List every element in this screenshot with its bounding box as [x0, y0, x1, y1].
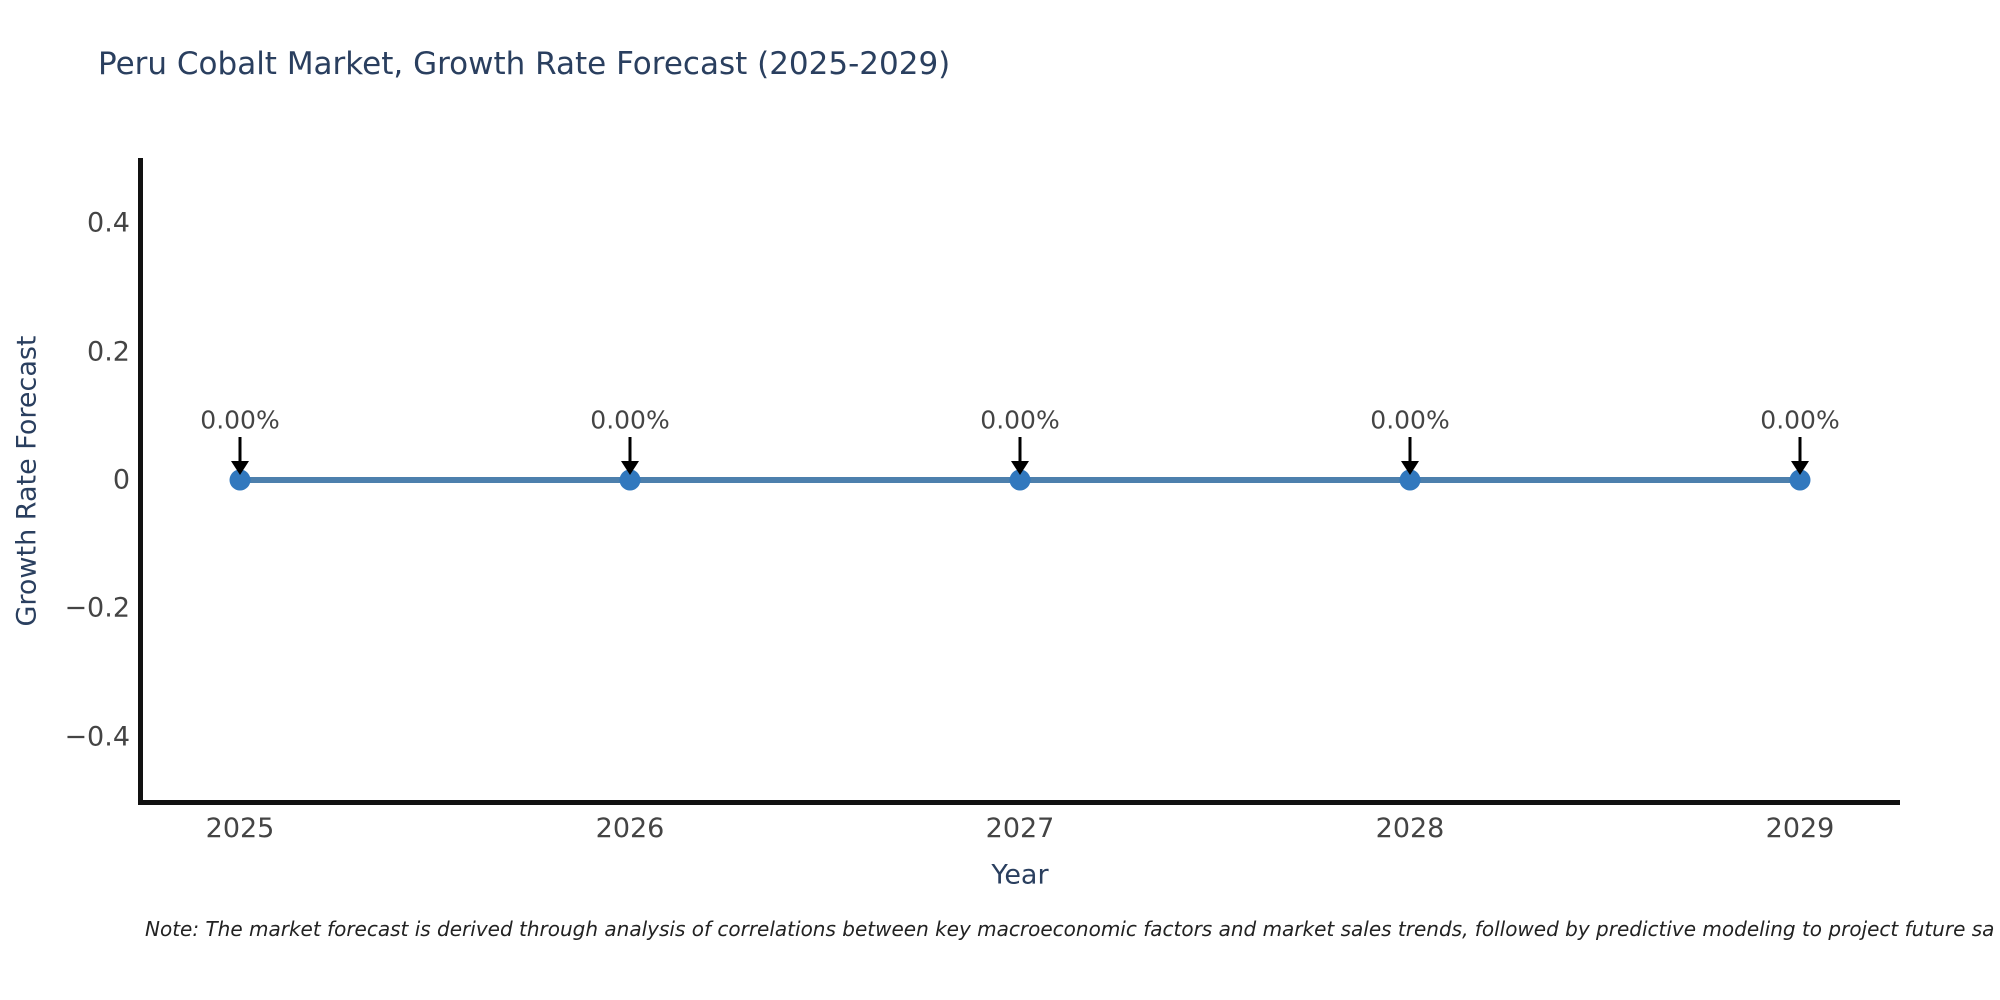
x-tick-label: 2028 — [1375, 813, 1445, 844]
annotation-arrow-stem — [1798, 437, 1802, 463]
y-tick-label: 0.4 — [87, 207, 130, 239]
y-tick-label: 0.2 — [87, 336, 130, 368]
annotation-label: 0.00% — [200, 405, 280, 435]
chart-title: Peru Cobalt Market, Growth Rate Forecast… — [98, 46, 951, 82]
footnote: Note: The market forecast is derived thr… — [145, 917, 1995, 941]
x-tick-label: 2029 — [1765, 813, 1835, 844]
annotation-label: 0.00% — [980, 405, 1060, 435]
annotation-label: 0.00% — [590, 405, 670, 435]
x-axis-title: Year — [991, 859, 1049, 891]
annotation-arrow-stem — [1018, 437, 1022, 463]
x-axis-line — [138, 800, 1900, 805]
annotation-arrowhead-icon — [1011, 461, 1029, 475]
annotation-arrow-stem — [628, 437, 632, 463]
x-tick-label: 2027 — [985, 813, 1055, 844]
x-tick-label: 2025 — [205, 813, 275, 844]
y-tick-label: −0.2 — [64, 592, 130, 624]
annotation-arrow-stem — [1408, 437, 1412, 463]
annotation-arrow-stem — [238, 437, 242, 463]
y-tick-label: 0 — [112, 464, 130, 496]
annotation-arrowhead-icon — [621, 461, 639, 475]
y-axis-line — [138, 158, 143, 805]
annotation-arrowhead-icon — [1791, 461, 1809, 475]
annotation-arrowhead-icon — [1401, 461, 1419, 475]
y-tick-label: −0.4 — [64, 721, 130, 753]
x-tick-label: 2026 — [595, 813, 665, 844]
annotation-label: 0.00% — [1760, 405, 1840, 435]
annotation-label: 0.00% — [1370, 405, 1450, 435]
annotation-arrowhead-icon — [231, 461, 249, 475]
